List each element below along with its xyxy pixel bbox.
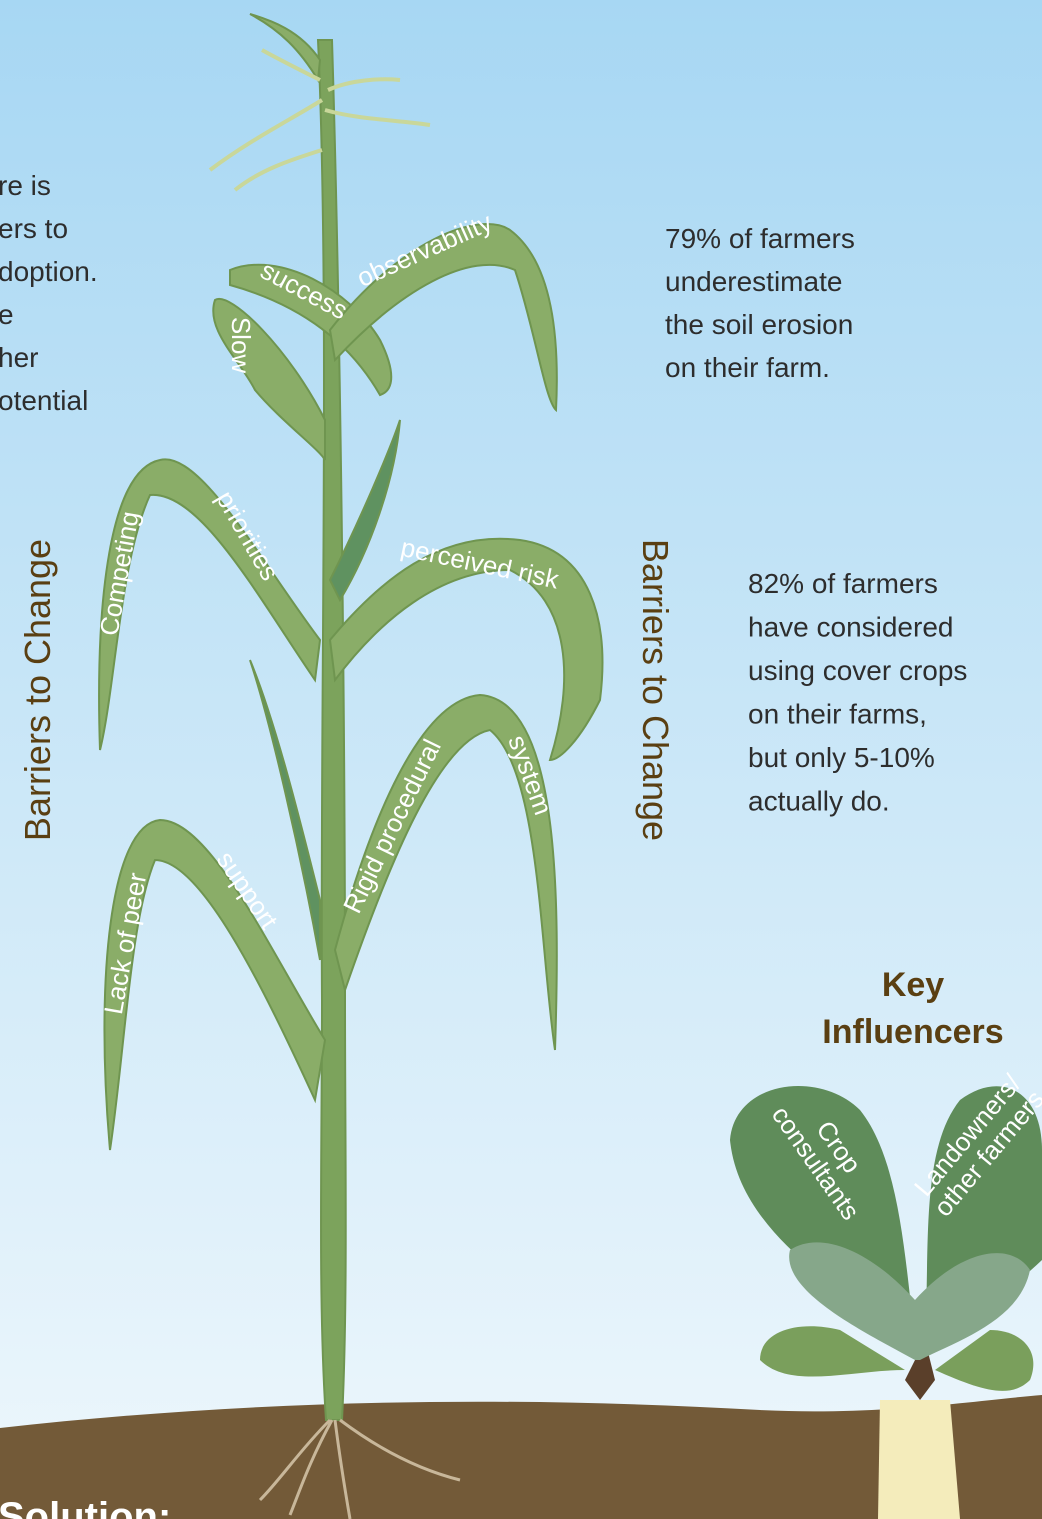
intro-line: her xyxy=(0,342,38,373)
intro-line: ers to xyxy=(0,213,68,244)
ground xyxy=(0,1395,1042,1519)
roots xyxy=(258,1418,461,1519)
intro-line: otential xyxy=(0,385,88,416)
stat-line: actually do. xyxy=(748,786,890,817)
solution-heading: Solution: xyxy=(0,1495,171,1519)
intro-line: doption. xyxy=(0,256,98,287)
intro-line: e xyxy=(0,299,14,330)
key-title: Key xyxy=(882,966,944,1004)
corn-plant xyxy=(98,13,604,1421)
key-title: Influencers xyxy=(822,1013,1003,1051)
stat-line: on their farm. xyxy=(665,352,830,383)
barriers-title: Barriers to Change xyxy=(635,539,676,841)
stat-line: have considered xyxy=(748,612,953,643)
stat-line: but only 5-10% xyxy=(748,742,935,773)
radish xyxy=(730,1086,1042,1519)
tassel xyxy=(208,48,431,192)
intro-text: re is ers to doption. e her otential xyxy=(0,170,98,416)
stat-line: the soil erosion xyxy=(665,309,853,340)
stat-line: 82% of farmers xyxy=(748,568,938,599)
leaf-label: Slow xyxy=(226,317,256,374)
stat-line: 79% of farmers xyxy=(665,223,855,254)
intro-line: re is xyxy=(0,170,51,201)
stat-line: on their farms, xyxy=(748,699,927,730)
stat-line: underestimate xyxy=(665,266,842,297)
stat: 79% of farmers underestimate the soil eros… xyxy=(665,223,855,383)
stat: 82% of farmers have considered using cover… xyxy=(748,568,967,817)
barriers-title: Barriers to Change xyxy=(17,539,58,841)
stat-line: using cover crops xyxy=(748,655,967,686)
